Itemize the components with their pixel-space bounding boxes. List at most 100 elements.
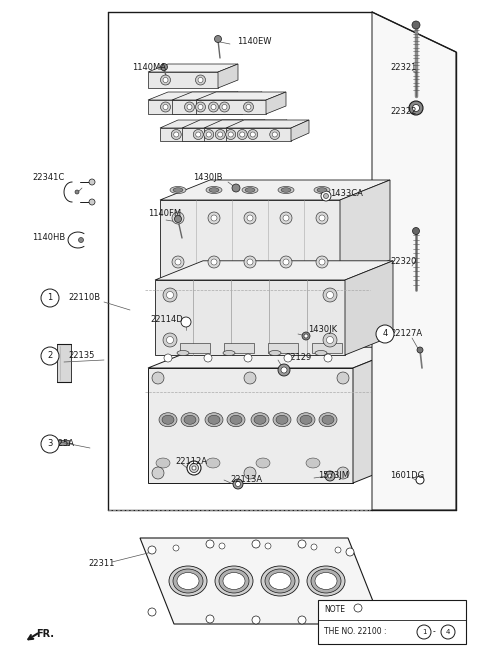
Text: 1: 1 <box>422 629 426 635</box>
Circle shape <box>248 129 258 140</box>
Ellipse shape <box>208 415 220 424</box>
Text: 1430JB: 1430JB <box>193 173 223 182</box>
Ellipse shape <box>169 566 207 596</box>
Circle shape <box>198 104 203 110</box>
Polygon shape <box>160 120 243 128</box>
Text: -: - <box>433 628 436 636</box>
Circle shape <box>219 543 225 549</box>
Polygon shape <box>353 347 405 483</box>
Ellipse shape <box>276 415 288 424</box>
Circle shape <box>163 333 177 347</box>
Circle shape <box>184 102 194 112</box>
Circle shape <box>409 101 423 115</box>
Ellipse shape <box>317 188 327 192</box>
Ellipse shape <box>209 188 219 192</box>
Ellipse shape <box>315 573 337 590</box>
Circle shape <box>337 467 349 479</box>
Circle shape <box>412 21 420 29</box>
Circle shape <box>174 132 179 137</box>
Circle shape <box>236 482 240 487</box>
Circle shape <box>192 466 196 470</box>
Circle shape <box>412 228 420 234</box>
Circle shape <box>319 259 325 265</box>
Ellipse shape <box>162 415 174 424</box>
Circle shape <box>252 616 260 624</box>
Text: 2: 2 <box>48 352 53 361</box>
Ellipse shape <box>170 186 186 194</box>
Ellipse shape <box>254 415 266 424</box>
Circle shape <box>417 347 423 353</box>
Polygon shape <box>372 12 456 510</box>
Ellipse shape <box>215 566 253 596</box>
Polygon shape <box>196 92 286 100</box>
Circle shape <box>198 77 203 83</box>
Polygon shape <box>148 347 405 368</box>
Circle shape <box>171 129 181 140</box>
Polygon shape <box>148 100 218 114</box>
Ellipse shape <box>177 573 199 590</box>
Ellipse shape <box>300 415 312 424</box>
Circle shape <box>195 102 205 112</box>
Circle shape <box>441 625 455 639</box>
Ellipse shape <box>245 188 255 192</box>
Circle shape <box>416 476 424 484</box>
Circle shape <box>325 471 335 481</box>
Circle shape <box>247 259 253 265</box>
Circle shape <box>89 179 95 185</box>
Circle shape <box>335 547 341 553</box>
Circle shape <box>163 104 168 110</box>
Ellipse shape <box>297 413 315 427</box>
Polygon shape <box>218 92 238 114</box>
Circle shape <box>206 132 211 137</box>
Ellipse shape <box>269 573 291 590</box>
Circle shape <box>208 212 220 224</box>
Circle shape <box>354 604 362 612</box>
Circle shape <box>75 190 79 194</box>
Text: 22321: 22321 <box>390 64 416 73</box>
Polygon shape <box>182 120 265 128</box>
Circle shape <box>160 75 170 85</box>
Text: 22114D: 22114D <box>150 316 183 325</box>
Ellipse shape <box>173 188 183 192</box>
Bar <box>318 600 466 644</box>
Ellipse shape <box>261 566 299 596</box>
Circle shape <box>173 545 179 551</box>
Circle shape <box>237 129 247 140</box>
Ellipse shape <box>311 569 341 593</box>
Text: THE NO. 22100 :: THE NO. 22100 : <box>324 628 389 636</box>
Ellipse shape <box>173 569 203 593</box>
Circle shape <box>283 215 289 221</box>
Circle shape <box>160 64 168 70</box>
Polygon shape <box>182 128 247 141</box>
Circle shape <box>172 212 184 224</box>
Ellipse shape <box>314 186 330 194</box>
Bar <box>180 343 210 353</box>
Circle shape <box>337 372 349 384</box>
Ellipse shape <box>322 415 334 424</box>
Ellipse shape <box>206 186 222 194</box>
Polygon shape <box>266 92 286 114</box>
Circle shape <box>175 259 181 265</box>
Ellipse shape <box>242 186 258 194</box>
Circle shape <box>265 543 271 549</box>
Circle shape <box>328 474 332 478</box>
Ellipse shape <box>265 569 295 593</box>
Ellipse shape <box>281 188 291 192</box>
Polygon shape <box>340 180 390 280</box>
Polygon shape <box>140 538 382 624</box>
Circle shape <box>152 467 164 479</box>
Polygon shape <box>148 72 218 88</box>
Polygon shape <box>160 200 340 280</box>
Circle shape <box>316 212 328 224</box>
Circle shape <box>211 215 217 221</box>
Circle shape <box>187 104 192 110</box>
Polygon shape <box>148 92 238 100</box>
Circle shape <box>160 102 170 112</box>
Circle shape <box>326 337 334 344</box>
Circle shape <box>250 132 255 137</box>
Circle shape <box>190 464 199 472</box>
Polygon shape <box>226 120 309 128</box>
Circle shape <box>284 354 292 362</box>
Circle shape <box>181 317 191 327</box>
Circle shape <box>244 256 256 268</box>
